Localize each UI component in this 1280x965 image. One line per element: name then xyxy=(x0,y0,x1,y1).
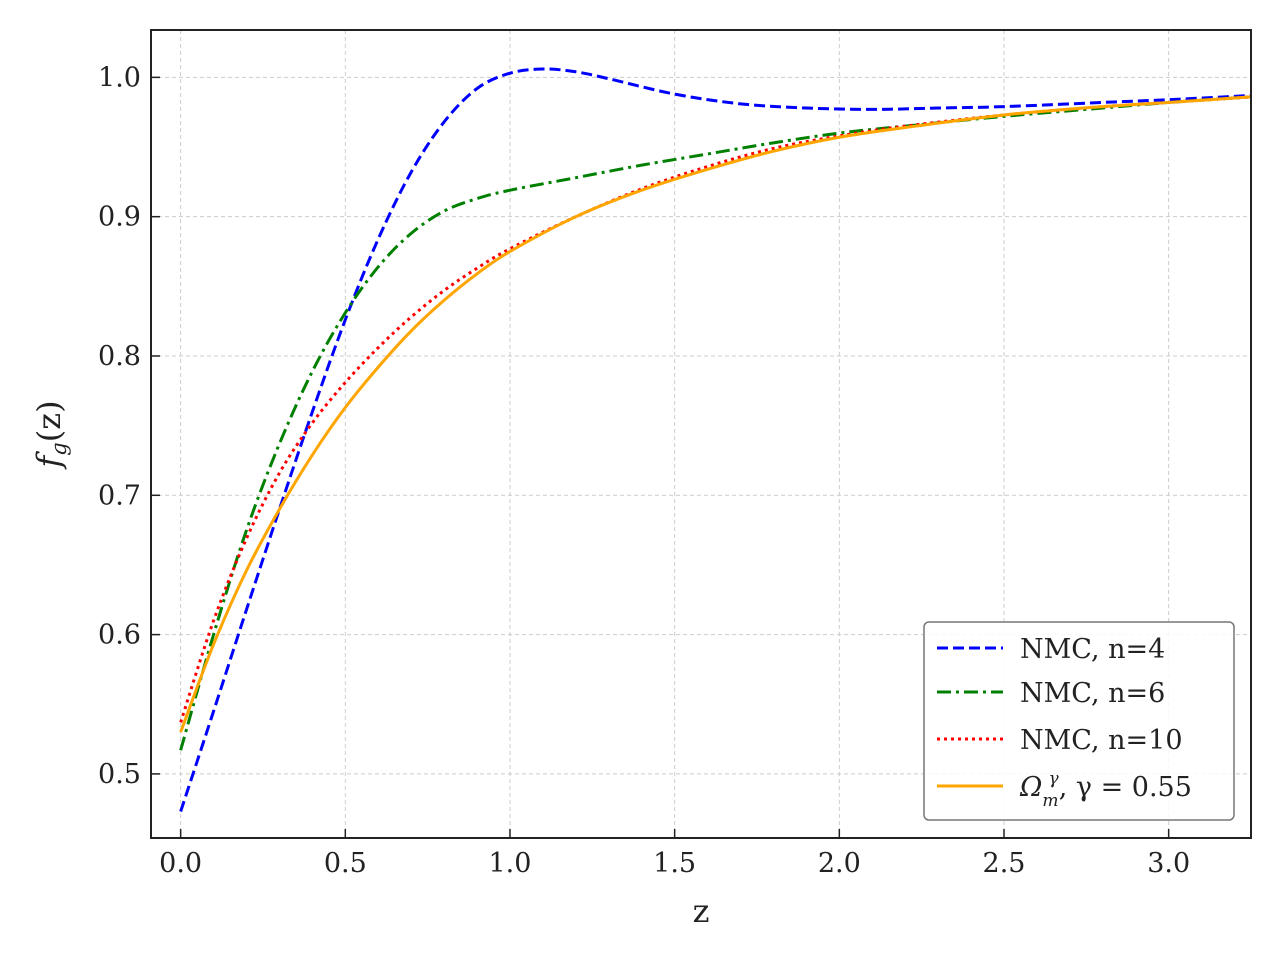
y-tick-label: 0.9 xyxy=(98,202,141,233)
x-tick-label: 0.0 xyxy=(159,848,202,879)
y-tick-label: 1.0 xyxy=(98,62,141,93)
y-tick-label: 0.6 xyxy=(98,620,141,651)
legend-label-omega: Ωmγ, γ = 0.55 xyxy=(1019,769,1192,811)
legend-label-n4: NMC, n=4 xyxy=(1020,634,1165,665)
x-axis-label: z xyxy=(693,892,710,930)
x-tick-label: 1.0 xyxy=(489,848,532,879)
plot-frame xyxy=(150,29,1252,839)
x-tick-label: 2.5 xyxy=(983,848,1026,879)
legend-box xyxy=(923,621,1235,821)
x-tick-label: 0.5 xyxy=(324,848,367,879)
legend-label-n10: NMC, n=10 xyxy=(1020,725,1183,756)
ticks: 0.0 0.5 1.0 1.5 2.0 2.5 3.0 0.5 0.6 0.7 0.8 0.9 1.0 xyxy=(98,62,1190,879)
x-tick-label: 2.0 xyxy=(818,848,861,879)
legend: NMC, n=4 NMC, n=6 NMC, n=10 Ωmγ, γ = 0.5… xyxy=(923,621,1235,821)
legend-label-n6: NMC, n=6 xyxy=(1020,678,1165,709)
x-tick-label: 3.0 xyxy=(1147,848,1190,879)
y-tick-label: 0.5 xyxy=(98,759,141,790)
series-line-nmc-n4 xyxy=(179,67,1252,812)
series-layer xyxy=(179,67,1252,812)
y-axis-label: fg(z) xyxy=(30,400,71,469)
x-tick-label: 1.5 xyxy=(653,848,696,879)
y-tick-label: 0.7 xyxy=(98,480,141,511)
y-tick-label: 0.8 xyxy=(98,341,141,372)
grid xyxy=(151,30,1251,838)
series-line-omega-gamma xyxy=(179,95,1252,733)
series-line-nmc-n10 xyxy=(179,95,1252,723)
